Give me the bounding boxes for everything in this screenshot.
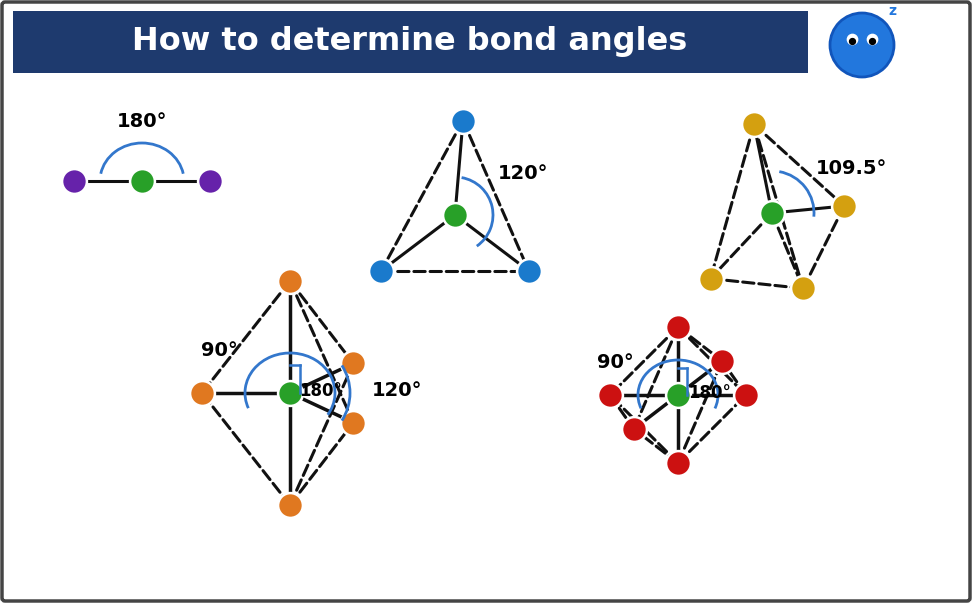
Point [671,390,686,400]
Point [746,119,762,129]
Point [738,390,753,400]
Point [134,176,150,186]
Point [202,176,218,186]
Text: 120°: 120° [498,164,548,183]
Point [864,34,880,44]
Text: 90°: 90° [201,341,238,361]
Point [703,274,718,283]
Point [836,201,851,211]
Text: 109.5°: 109.5° [816,159,887,178]
Point [346,359,362,368]
Point [282,276,297,286]
Circle shape [830,13,894,77]
Point [346,418,362,428]
Text: 120°: 120° [372,382,423,400]
Text: 90°: 90° [597,353,634,373]
Point [455,116,470,125]
Point [603,390,618,400]
Point [66,176,82,186]
Point [282,500,297,510]
Point [764,208,780,218]
Text: How to determine bond angles: How to determine bond angles [132,26,687,57]
Point [194,388,210,398]
Point [373,266,389,276]
Text: 180°: 180° [299,382,342,400]
Point [845,36,860,46]
Point [671,458,686,468]
Point [864,36,880,46]
Text: 180°: 180° [688,384,731,402]
FancyBboxPatch shape [13,11,808,73]
Point [845,34,860,44]
Point [795,283,811,293]
Point [671,322,686,332]
Text: 180°: 180° [117,112,167,131]
Point [521,266,537,276]
Point [626,424,642,434]
Text: z: z [888,4,896,18]
Point [282,388,297,398]
Point [447,210,463,220]
Point [714,356,730,366]
